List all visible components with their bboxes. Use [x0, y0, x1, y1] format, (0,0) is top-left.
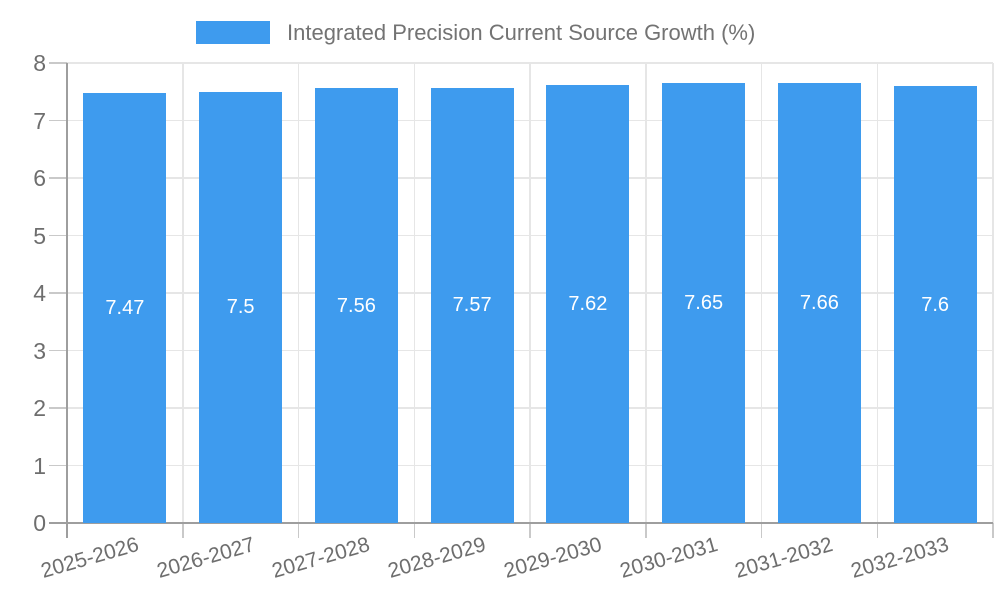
- x-tick-label: 2030-2031: [617, 533, 720, 583]
- x-tick-label: 2026-2027: [154, 533, 257, 583]
- y-tick-label: 5: [33, 222, 46, 249]
- bar: 7.56: [314, 88, 398, 523]
- x-tick-label: 2025-2026: [38, 533, 142, 583]
- x-gridline: [297, 63, 300, 523]
- y-axis-tick: [49, 349, 67, 352]
- bar-value-label: 7.5: [226, 296, 255, 319]
- y-axis-tick: [49, 62, 67, 64]
- x-gridline: [876, 63, 878, 523]
- y-axis-tick: [49, 177, 67, 179]
- x-tick-label: 2027-2028: [269, 533, 373, 583]
- bar: 7.65: [662, 83, 746, 523]
- y-axis-tick: [49, 407, 67, 409]
- legend: Integrated Precision Current Source Grow…: [0, 14, 1000, 50]
- x-gridline: [992, 63, 994, 523]
- x-axis-tick: [760, 523, 763, 538]
- bar: 7.5: [199, 91, 283, 523]
- bar-value-label: 7.57: [452, 294, 492, 317]
- y-tick-label: 1: [33, 452, 46, 479]
- bar-value-label: 7.6: [921, 293, 950, 316]
- x-axis-tick: [645, 523, 647, 538]
- y-axis-line: [66, 63, 68, 538]
- bar: 7.66: [777, 82, 861, 523]
- x-gridline: [529, 63, 531, 523]
- bar: 7.47: [83, 93, 167, 523]
- x-gridline: [182, 63, 184, 523]
- legend-label: Integrated Precision Current Source Grow…: [287, 20, 756, 45]
- y-tick-label: 4: [33, 280, 46, 306]
- x-gridline: [413, 63, 415, 523]
- y-tick-label: 7: [33, 107, 46, 134]
- bar: 7.62: [546, 84, 630, 523]
- x-gridline: [760, 63, 763, 523]
- bar-value-label: 7.66: [799, 291, 839, 314]
- bar-value-label: 7.56: [336, 294, 376, 317]
- bar-value-label: 7.47: [105, 297, 145, 320]
- y-tick-label: 0: [33, 510, 46, 536]
- bar: 7.6: [893, 86, 977, 523]
- bar: 7.57: [430, 87, 514, 523]
- x-axis-tick: [876, 523, 878, 538]
- legend-color-swatch-icon: [196, 21, 270, 44]
- bar-value-label: 7.62: [568, 292, 608, 315]
- x-axis-tick: [529, 523, 531, 538]
- x-axis-tick: [182, 523, 184, 538]
- x-tick-label: 2028-2029: [385, 533, 489, 583]
- y-tick-label: 6: [33, 165, 46, 191]
- x-gridline: [645, 63, 647, 523]
- y-axis-tick: [49, 119, 67, 122]
- y-axis-tick: [49, 234, 67, 237]
- y-axis-tick: [49, 464, 67, 467]
- x-tick-label: 2029-2030: [501, 533, 605, 583]
- x-tick-label: 2032-2033: [848, 533, 952, 583]
- y-tick-label: 3: [33, 337, 46, 364]
- y-tick-label: 8: [33, 50, 46, 76]
- y-tick-label: 2: [33, 395, 46, 421]
- y-axis-tick: [49, 522, 67, 524]
- x-tick-label: 2031-2032: [732, 533, 836, 583]
- x-axis-tick: [992, 523, 994, 538]
- x-axis-line: [67, 522, 993, 524]
- bar-value-label: 7.65: [684, 292, 724, 315]
- x-axis-tick: [297, 523, 300, 538]
- x-axis-tick: [413, 523, 415, 538]
- y-axis-tick: [49, 292, 67, 294]
